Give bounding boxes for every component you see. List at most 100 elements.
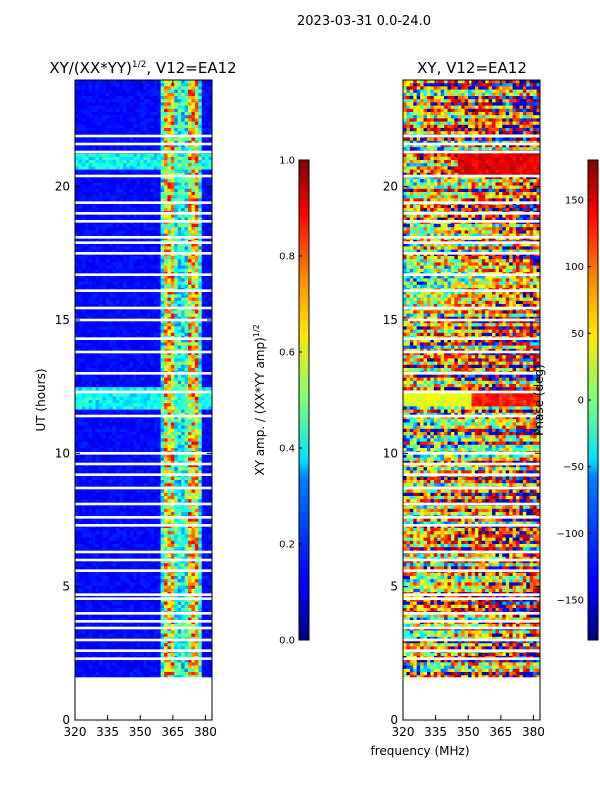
amplitude-heatmap-cell — [146, 105, 151, 110]
amplitude-heatmap-cell — [140, 243, 144, 247]
amplitude-heatmap-cell — [208, 368, 212, 372]
amplitude-heatmap-cell — [85, 342, 90, 346]
amplitude-heatmap-cell — [205, 454, 209, 458]
amplitude-heatmap-cell — [102, 310, 107, 314]
amplitude-heatmap-cell — [184, 320, 189, 324]
amplitude-heatmap-cell — [174, 195, 179, 199]
amplitude-heatmap-cell — [153, 243, 158, 247]
amplitude-heatmap-cell — [150, 176, 155, 180]
amplitude-heatmap-cell — [153, 227, 158, 231]
amplitude-heatmap-cell — [191, 112, 196, 116]
amplitude-heatmap-cell — [81, 396, 86, 401]
amplitude-heatmap-cell — [122, 262, 127, 266]
amplitude-heatmap-cell — [157, 80, 162, 84]
amplitude-heatmap-cell — [198, 348, 203, 353]
amplitude-heatmap-cell — [78, 198, 83, 202]
amplitude-heatmap-cell — [119, 284, 124, 289]
amplitude-heatmap-cell — [109, 476, 114, 481]
amplitude-heatmap-cell — [150, 460, 155, 465]
amplitude-heatmap-cell — [75, 96, 79, 100]
amplitude-heatmap-cell — [188, 412, 192, 417]
amplitude-heatmap-cell — [181, 195, 185, 199]
amplitude-heatmap — [75, 80, 212, 720]
amplitude-heatmap-cell — [95, 195, 100, 199]
amplitude-heatmap-cell — [191, 92, 196, 97]
amplitude-heatmap-cell — [116, 393, 120, 398]
amplitude-heatmap-cell — [116, 243, 120, 247]
amplitude-heatmap-cell — [153, 387, 158, 391]
amplitude-heatmap-cell — [78, 291, 83, 295]
amplitude-heatmap-cell — [160, 137, 165, 142]
amplitude-heatmap-cell — [198, 233, 203, 238]
amplitude-heatmap-cell — [105, 374, 110, 378]
amplitude-heatmap-cell — [198, 419, 203, 423]
amplitude-heatmap-cell — [119, 297, 124, 302]
amplitude-heatmap-cell — [188, 198, 192, 202]
amplitude-heatmap-cell — [133, 380, 138, 385]
amplitude-heatmap-cell — [177, 454, 182, 458]
amplitude-heatmap-cell — [160, 329, 165, 334]
amplitude-heatmap-cell — [88, 243, 93, 247]
amplitude-heatmap-cell — [157, 92, 162, 97]
amplitude-heatmap-cell — [205, 374, 209, 378]
amplitude-heatmap-cell — [188, 176, 192, 180]
amplitude-heatmap-cell — [133, 99, 138, 103]
amplitude-heatmap-cell — [98, 291, 103, 295]
amplitude-heatmap-cell — [78, 121, 83, 126]
amplitude-heatmap-cell — [160, 400, 165, 404]
amplitude-heatmap-cell — [160, 204, 165, 209]
amplitude-heatmap-cell — [191, 300, 196, 305]
amplitude-heatmap-cell — [160, 444, 165, 449]
amplitude-heatmap-cell — [95, 224, 100, 228]
amplitude-heatmap-cell — [191, 400, 196, 404]
amplitude-heatmap-cell — [92, 281, 96, 286]
amplitude-heatmap-cell — [81, 361, 86, 366]
amplitude-heatmap-cell — [133, 262, 138, 266]
amplitude-heatmap-cell — [129, 304, 134, 308]
amplitude-heatmap-cell — [167, 284, 172, 289]
amplitude-heatmap-cell — [205, 118, 209, 122]
amplitude-heatmap-cell — [164, 380, 168, 385]
amplitude-heatmap-cell — [208, 224, 212, 228]
amplitude-heatmap-cell — [184, 204, 189, 209]
amplitude-heatmap-cell — [143, 419, 148, 423]
amplitude-heatmap-cell — [194, 99, 199, 103]
amplitude-heatmap-cell — [105, 348, 110, 353]
amplitude-heatmap-cell — [112, 214, 117, 218]
amplitude-heatmap-cell — [75, 412, 79, 417]
amplitude-heatmap-cell — [205, 172, 209, 177]
amplitude-heatmap-cell — [95, 124, 100, 129]
amplitude-heatmap-cell — [157, 368, 162, 372]
amplitude-heatmap-cell — [119, 92, 124, 97]
amplitude-heatmap-cell — [170, 460, 175, 465]
amplitude-heatmap-cell — [92, 204, 96, 209]
amplitude-heatmap-cell — [167, 425, 172, 430]
amplitude-heatmap-cell — [201, 256, 206, 260]
amplitude-heatmap-cell — [201, 192, 206, 196]
amplitude-heatmap-cell — [191, 403, 196, 407]
amplitude-heatmap-cell — [126, 131, 131, 135]
amplitude-heatmap-cell — [95, 188, 100, 193]
amplitude-heatmap-cell — [143, 368, 148, 372]
amplitude-heatmap-cell — [181, 348, 185, 353]
amplitude-heatmap-cell — [122, 358, 127, 362]
amplitude-heatmap-cell — [181, 467, 185, 471]
amplitude-heatmap-cell — [143, 275, 148, 279]
amplitude-heatmap-cell — [191, 364, 196, 369]
amplitude-heatmap-cell — [170, 86, 175, 90]
amplitude-heatmap-cell — [126, 419, 131, 423]
amplitude-heatmap-cell — [194, 374, 199, 378]
amplitude-heatmap-cell — [164, 464, 168, 468]
amplitude-heatmap-cell — [112, 108, 117, 113]
amplitude-heatmap-cell — [191, 425, 196, 430]
amplitude-heatmap-cell — [81, 246, 86, 250]
amplitude-heatmap-cell — [122, 320, 127, 324]
amplitude-heatmap-cell — [129, 124, 134, 129]
amplitude-heatmap-cell — [153, 281, 158, 286]
amplitude-heatmap-cell — [143, 310, 148, 314]
amplitude-heatmap-cell — [150, 348, 155, 353]
amplitude-heatmap-cell — [92, 153, 96, 158]
amplitude-heatmap-cell — [112, 83, 117, 87]
amplitude-heatmap-cell — [85, 112, 90, 116]
amplitude-heatmap-cell — [129, 460, 134, 465]
